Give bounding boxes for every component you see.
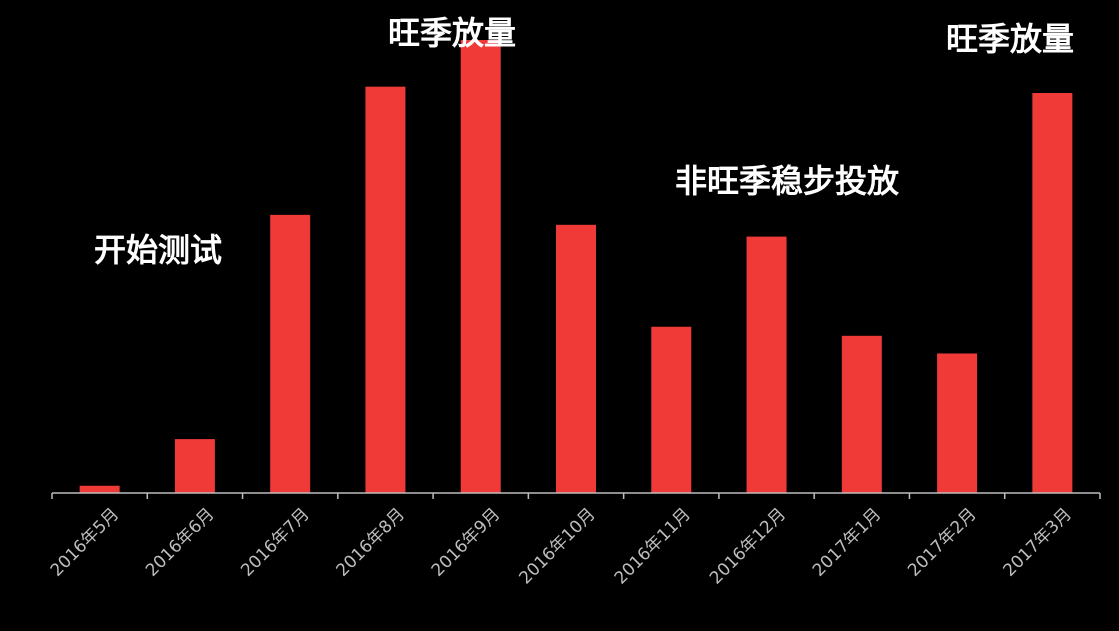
- bars-group: [79, 40, 1073, 494]
- x-axis-labels: 2016年5月 2016年6月 2016年7月 2016年8月 2016年9月 2016年…: [47, 504, 1076, 588]
- bar-2: [270, 214, 311, 493]
- x-tick-label: 2016年5月: [47, 504, 123, 580]
- x-tick-label: 2016年6月: [142, 504, 218, 580]
- bar-7: [746, 236, 787, 494]
- x-tick-label: 2016年12月: [706, 504, 790, 588]
- annotation-peak-season-1: 旺季放量: [388, 14, 516, 52]
- bar-5: [556, 224, 596, 493]
- bar-8: [841, 335, 882, 493]
- annotation-off-season: 非旺季稳步投放: [675, 162, 900, 200]
- bar-4: [460, 40, 501, 493]
- x-tick-label: 2017年3月: [999, 504, 1075, 580]
- x-tick-label: 2017年2月: [904, 504, 980, 580]
- bar-3: [365, 86, 406, 493]
- bar-1: [174, 439, 215, 493]
- x-tick-label: 2016年11月: [611, 504, 695, 588]
- bar-10: [1032, 93, 1073, 493]
- bar-9: [937, 353, 978, 493]
- annotation-peak-season-2: 旺季放量: [946, 20, 1074, 58]
- x-axis-ticks: [51, 493, 1101, 499]
- x-tick-label: 2016年9月: [428, 504, 504, 580]
- x-tick-label: 2017年1月: [809, 504, 885, 580]
- x-tick-label: 2016年10月: [515, 504, 599, 588]
- x-tick-label: 2016年8月: [333, 504, 409, 580]
- x-tick-label: 2016年7月: [237, 504, 313, 580]
- bar-6: [651, 326, 692, 493]
- bar-0: [79, 485, 120, 493]
- annotation-start-test: 开始测试: [94, 231, 222, 269]
